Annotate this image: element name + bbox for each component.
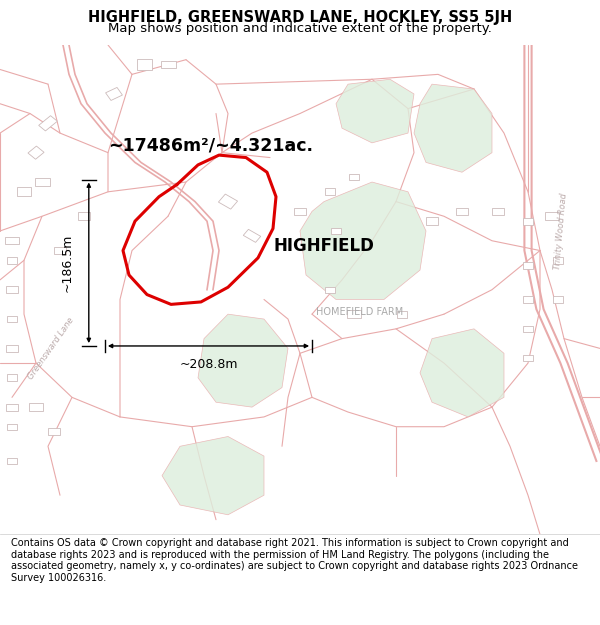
FancyBboxPatch shape — [331, 228, 341, 234]
Text: HIGHFIELD, GREENSWARD LANE, HOCKLEY, SS5 5JH: HIGHFIELD, GREENSWARD LANE, HOCKLEY, SS5… — [88, 10, 512, 25]
FancyBboxPatch shape — [243, 229, 261, 242]
FancyBboxPatch shape — [137, 59, 151, 70]
Text: HIGHFIELD: HIGHFIELD — [274, 237, 374, 254]
FancyBboxPatch shape — [54, 247, 66, 254]
FancyBboxPatch shape — [553, 296, 563, 302]
FancyBboxPatch shape — [6, 286, 18, 293]
FancyBboxPatch shape — [5, 237, 19, 244]
Polygon shape — [414, 84, 492, 172]
FancyBboxPatch shape — [397, 311, 407, 318]
FancyBboxPatch shape — [7, 374, 17, 381]
Polygon shape — [198, 314, 288, 407]
Text: ~17486m²/~4.321ac.: ~17486m²/~4.321ac. — [108, 136, 313, 154]
FancyBboxPatch shape — [523, 296, 533, 302]
FancyBboxPatch shape — [17, 188, 31, 196]
FancyBboxPatch shape — [492, 208, 504, 215]
Polygon shape — [420, 329, 504, 417]
FancyBboxPatch shape — [7, 316, 17, 322]
FancyBboxPatch shape — [349, 174, 359, 180]
FancyBboxPatch shape — [48, 428, 60, 435]
Polygon shape — [300, 182, 426, 299]
FancyBboxPatch shape — [78, 213, 90, 220]
FancyBboxPatch shape — [7, 458, 17, 464]
Text: Trinity Wood Road: Trinity Wood Road — [553, 192, 569, 269]
FancyBboxPatch shape — [6, 404, 18, 411]
FancyBboxPatch shape — [426, 217, 438, 225]
FancyBboxPatch shape — [38, 116, 58, 131]
FancyBboxPatch shape — [325, 286, 335, 293]
FancyBboxPatch shape — [523, 262, 533, 269]
FancyBboxPatch shape — [28, 146, 44, 159]
Text: Contains OS data © Crown copyright and database right 2021. This information is : Contains OS data © Crown copyright and d… — [11, 538, 578, 582]
FancyBboxPatch shape — [553, 257, 563, 264]
FancyBboxPatch shape — [7, 257, 17, 264]
FancyBboxPatch shape — [35, 177, 50, 186]
Text: HOMEFIELD FARM: HOMEFIELD FARM — [316, 307, 404, 317]
FancyBboxPatch shape — [7, 424, 17, 430]
FancyBboxPatch shape — [347, 311, 361, 318]
FancyBboxPatch shape — [29, 403, 43, 411]
FancyBboxPatch shape — [545, 213, 559, 220]
FancyBboxPatch shape — [325, 188, 335, 196]
FancyBboxPatch shape — [218, 194, 238, 209]
FancyBboxPatch shape — [523, 217, 533, 224]
FancyBboxPatch shape — [294, 208, 306, 215]
FancyBboxPatch shape — [106, 88, 122, 101]
Text: ~208.8m: ~208.8m — [179, 358, 238, 371]
Polygon shape — [162, 436, 264, 515]
FancyBboxPatch shape — [456, 208, 468, 215]
Polygon shape — [336, 79, 414, 143]
Text: Greensward Lane: Greensward Lane — [26, 316, 76, 381]
FancyBboxPatch shape — [523, 355, 533, 361]
FancyBboxPatch shape — [6, 345, 18, 352]
Text: ~186.5m: ~186.5m — [61, 234, 74, 292]
Text: Map shows position and indicative extent of the property.: Map shows position and indicative extent… — [108, 22, 492, 35]
FancyBboxPatch shape — [161, 61, 176, 69]
FancyBboxPatch shape — [523, 326, 533, 332]
